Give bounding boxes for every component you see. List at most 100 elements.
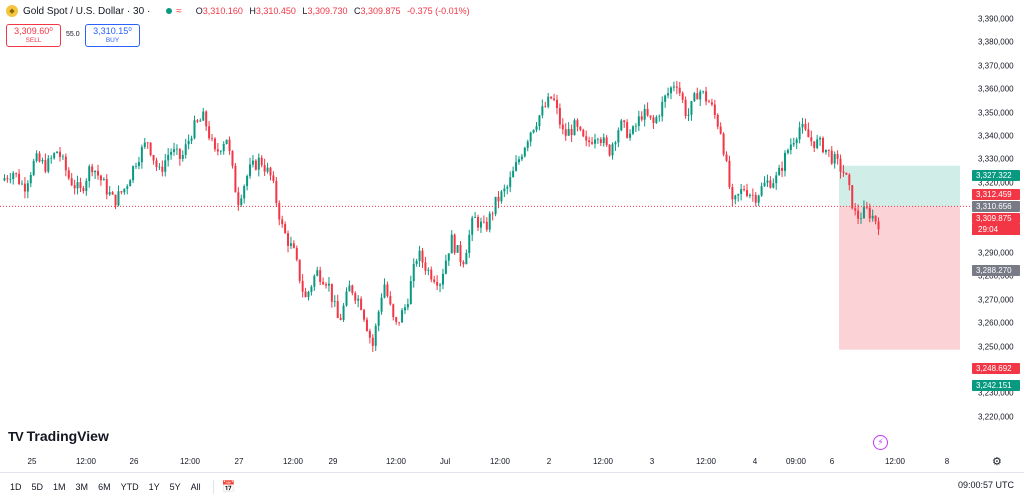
candle-body — [82, 188, 85, 191]
take-profit-zone — [839, 165, 960, 207]
candle-body — [219, 151, 222, 152]
price-tick-label: 3,230,000 — [978, 388, 1014, 398]
candle-body — [570, 128, 573, 136]
candle-body — [421, 250, 424, 263]
candle-body — [830, 150, 833, 164]
timeframe-1m[interactable]: 1M — [53, 481, 66, 492]
price-tick-label: 3,290,000 — [978, 248, 1014, 258]
price-tick-label: 3,390,000 — [978, 14, 1014, 24]
candle-body — [550, 96, 553, 99]
candle-body — [555, 99, 558, 109]
wave-icon: ≈ — [176, 5, 182, 17]
candle-body — [240, 198, 243, 205]
timeframe-6m[interactable]: 6M — [98, 481, 111, 492]
timeframe-toolbar: 1D 5D 1M 3M 6M YTD 1Y 5Y All 📅 — [0, 472, 1024, 500]
candle-body — [620, 120, 623, 131]
candle-body — [231, 150, 234, 166]
candle-body — [15, 173, 18, 174]
candle-body — [392, 304, 395, 318]
timeframe-ytd[interactable]: YTD — [120, 481, 139, 492]
candle-body — [412, 263, 415, 282]
candle-body — [88, 166, 91, 181]
candle-body — [202, 111, 205, 121]
utc-clock[interactable]: 09:00:57 UTC — [957, 480, 1014, 490]
candle-body — [804, 123, 807, 130]
price-tick-label: 3,330,000 — [978, 154, 1014, 164]
candle-body — [623, 120, 626, 123]
candle-body — [661, 101, 664, 117]
time-tick-label: 3 — [649, 457, 655, 466]
candle-body — [745, 189, 748, 196]
time-tick-label: 12:00 — [179, 457, 201, 466]
sell-price: 3,309.60⁰ — [14, 26, 53, 36]
candle-body — [602, 137, 605, 143]
candle-body — [462, 261, 465, 265]
take-profit-tag: 3,327.322 — [972, 170, 1020, 181]
candle-body — [251, 160, 254, 165]
candle-body — [246, 176, 249, 187]
candle-body — [12, 173, 15, 180]
candle-body — [839, 158, 842, 172]
candle-body — [871, 215, 874, 219]
price-tick-label: 3,280,000 — [978, 271, 1014, 281]
time-tick-label: 8 — [944, 457, 950, 466]
candle-body — [544, 106, 547, 107]
candle-body — [515, 162, 518, 171]
candle-body — [406, 304, 409, 308]
buy-button[interactable]: 3,310.15⁰ BUY — [85, 24, 140, 47]
sell-button[interactable]: 3,309.60⁰ SELL — [6, 24, 61, 47]
candle-body — [649, 115, 652, 118]
candle-body — [97, 170, 100, 176]
candle-body — [523, 147, 526, 157]
time-axis[interactable]: 25 12:00 26 12:00 27 12:00 29 12:00 Jul 12:00 2 12:… — [0, 448, 1024, 472]
candle-body — [56, 151, 59, 154]
candle-body — [9, 179, 12, 180]
candle-body — [646, 108, 649, 116]
symbol-title[interactable]: Gold Spot / U.S. Dollar · 30 · — [23, 5, 151, 17]
candle-body — [617, 130, 620, 143]
candle-body — [213, 138, 216, 150]
candle-body — [824, 149, 827, 153]
candle-body — [389, 296, 392, 305]
candle-body — [535, 126, 538, 130]
candle-body — [681, 93, 684, 100]
candle-body — [18, 173, 21, 184]
candle-body — [497, 196, 500, 202]
candle-body — [436, 281, 439, 286]
candle-body — [415, 260, 418, 264]
timeframe-3m[interactable]: 3M — [75, 481, 89, 492]
price-chart[interactable] — [0, 0, 970, 448]
time-tick-label: 12:00 — [282, 457, 304, 466]
candle-body — [488, 213, 491, 230]
gear-icon[interactable]: ⚙ — [992, 456, 1002, 468]
lightning-icon[interactable]: ⚡ — [873, 435, 888, 450]
candle-body — [327, 283, 330, 286]
candle-body — [482, 221, 485, 223]
current-price-tag: 3,309.875 — [972, 213, 1020, 224]
candle-body — [450, 234, 453, 254]
tradingview-logo[interactable]: TV TradingView — [8, 428, 109, 444]
candle-body — [333, 301, 336, 302]
timeframe-1y[interactable]: 1Y — [148, 481, 160, 492]
candle-body — [652, 117, 655, 123]
candle-body — [3, 178, 6, 181]
candle-body — [424, 262, 427, 271]
candle-body — [430, 269, 433, 280]
timeframe-5d[interactable]: 5D — [31, 481, 44, 492]
candle-body — [310, 286, 313, 292]
timeframe-5y[interactable]: 5Y — [169, 481, 181, 492]
candle-body — [99, 175, 102, 181]
candle-body — [713, 104, 716, 115]
candle-body — [360, 298, 363, 310]
candle-body — [842, 171, 845, 173]
candle-body — [316, 270, 319, 276]
candle-body — [833, 154, 836, 164]
calendar-range-icon[interactable]: 📅 — [221, 481, 236, 493]
candle-body — [287, 233, 290, 246]
candle-body — [509, 177, 512, 187]
timeframe-1d[interactable]: 1D — [10, 481, 22, 492]
candlestick-chart[interactable] — [0, 0, 970, 448]
candle-body — [626, 122, 629, 138]
candle-body — [26, 183, 29, 192]
timeframe-all[interactable]: All — [190, 481, 201, 492]
